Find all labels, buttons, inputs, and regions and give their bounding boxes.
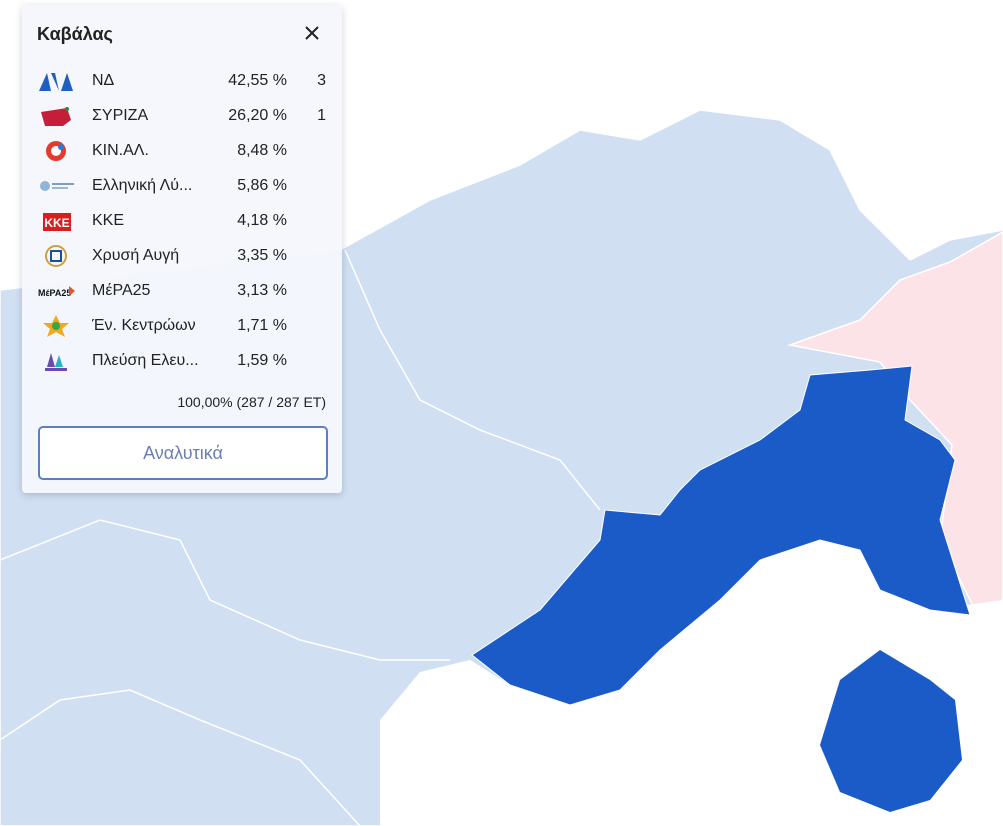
svg-text:KKE: KKE	[44, 216, 69, 230]
party-percent: 42,55 %	[228, 72, 287, 89]
island[interactable]	[820, 650, 962, 812]
party-name: Έν. Κεντρώων	[92, 317, 196, 334]
party-percent: 1,71 %	[237, 317, 287, 334]
party-percent: 3,35 %	[237, 247, 287, 264]
party-name: Ελληνική Λύ...	[92, 177, 193, 194]
party-seats: 1	[317, 107, 326, 124]
party-name: Χρυσή Αυγή	[92, 247, 180, 264]
party-row: KKE ΚΚΕ 4,18 %	[22, 206, 342, 236]
party-row: ΜέΡΑ25 ΜέΡΑ25 3,13 %	[22, 276, 342, 306]
region-selected[interactable]	[471, 365, 971, 706]
popup: Καβάλας ΝΔ 42,55 % 3 ΣΥΡΙΖΑ 26,20 % 1 ΚΙΝ.ΑΛ. 8…	[22, 5, 342, 493]
party-name: Πλεύση Ελευ...	[92, 352, 199, 369]
party-logo: KKE	[43, 213, 71, 231]
border	[0, 519, 450, 661]
party-row: Χρυσή Αυγή 3,35 %	[22, 241, 342, 271]
party-row: Ελληνική Λύ... 5,86 %	[22, 171, 342, 201]
border	[344, 249, 601, 511]
party-percent: 5,86 %	[237, 177, 287, 194]
party-logo	[46, 141, 66, 161]
party-logo	[45, 353, 67, 371]
party-name: ΝΔ	[92, 72, 115, 89]
party-name: ΚΙΝ.ΑΛ.	[92, 142, 149, 159]
party-row: Πλεύση Ελευ... 1,59 %	[22, 346, 342, 376]
counted: 100,00% (287 / 287 ΕΤ)	[177, 394, 326, 410]
party-percent: 8,48 %	[237, 142, 287, 159]
party-percent: 26,20 %	[228, 107, 287, 124]
party-logo	[41, 107, 71, 126]
party-logo	[39, 73, 73, 91]
border	[0, 689, 361, 826]
party-percent: 3,13 %	[237, 282, 287, 299]
details-button[interactable]: Αναλυτικά	[38, 426, 328, 480]
party-row: ΝΔ 42,55 % 3	[22, 66, 342, 96]
party-name: ΚΚΕ	[92, 212, 125, 229]
party-logo	[43, 315, 69, 337]
party-row: Έν. Κεντρώων 1,71 %	[22, 311, 342, 341]
party-logo: ΜέΡΑ25	[38, 286, 75, 298]
party-seats: 3	[317, 72, 326, 89]
svg-text:ΜέΡΑ25: ΜέΡΑ25	[38, 288, 71, 298]
popup-title: Καβάλας	[37, 24, 113, 44]
close-button[interactable]	[304, 25, 320, 41]
party-percent: 4,18 %	[237, 212, 287, 229]
party-name: ΣΥΡΙΖΑ	[92, 107, 149, 124]
party-logo	[40, 181, 74, 191]
party-name: ΜέΡΑ25	[92, 282, 151, 299]
party-row: ΚΙΝ.ΑΛ. 8,48 %	[22, 136, 342, 166]
party-logo	[45, 245, 67, 267]
party-row: ΣΥΡΙΖΑ 26,20 % 1	[22, 101, 342, 131]
party-percent: 1,59 %	[237, 352, 287, 369]
